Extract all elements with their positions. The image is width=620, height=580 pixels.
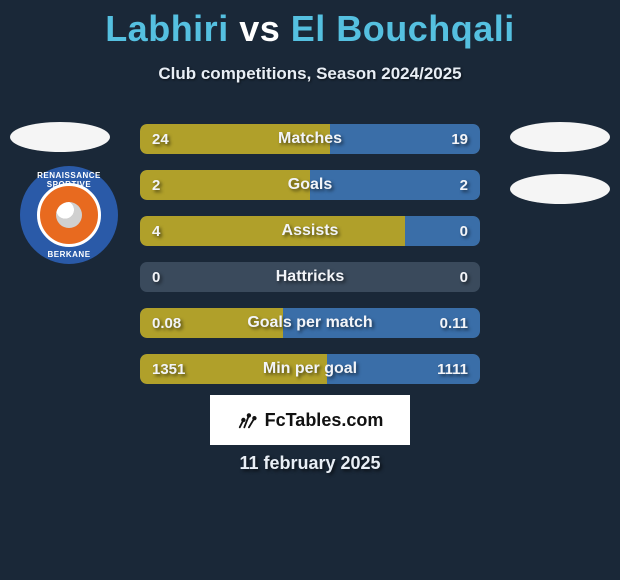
- subtitle: Club competitions, Season 2024/2025: [0, 64, 620, 84]
- player2-badge-placeholder-1: [510, 122, 610, 152]
- stat-label: Goals per match: [140, 308, 480, 338]
- branding-text: FcTables.com: [265, 410, 384, 431]
- stat-label: Min per goal: [140, 354, 480, 384]
- stat-label: Goals: [140, 170, 480, 200]
- title-vs: vs: [239, 8, 280, 49]
- crest-ball-icon: [56, 202, 82, 228]
- crest-bottom-text: BERKANE: [20, 250, 118, 259]
- stats-chart: 2419Matches 22Goals 40Assists 00Hattricks 0.…: [140, 124, 480, 400]
- player2-badge-placeholder-2: [510, 174, 610, 204]
- stat-row: 00Hattricks: [140, 262, 480, 292]
- stat-row: 2419Matches: [140, 124, 480, 154]
- stat-row: 13511111Min per goal: [140, 354, 480, 384]
- player1-badge-placeholder: [10, 122, 110, 152]
- stat-row: 40Assists: [140, 216, 480, 246]
- date: 11 february 2025: [0, 453, 620, 474]
- stat-label: Matches: [140, 124, 480, 154]
- branding-box: FcTables.com: [210, 395, 410, 445]
- stat-row: 0.080.11Goals per match: [140, 308, 480, 338]
- fctables-logo-icon: [237, 409, 259, 431]
- page-title: Labhiri vs El Bouchqali: [0, 0, 620, 50]
- stat-label: Hattricks: [140, 262, 480, 292]
- club-crest: RENAISSANCE SPORTIVE BERKANE: [20, 166, 118, 264]
- stat-row: 22Goals: [140, 170, 480, 200]
- title-player2: El Bouchqali: [291, 8, 515, 49]
- stat-label: Assists: [140, 216, 480, 246]
- title-player1: Labhiri: [105, 8, 229, 49]
